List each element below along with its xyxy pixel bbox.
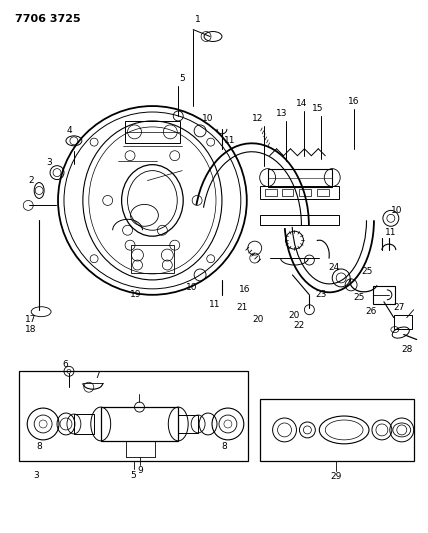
Text: 29: 29 xyxy=(330,472,342,481)
Bar xyxy=(260,399,414,461)
Text: 2: 2 xyxy=(28,176,34,185)
Bar xyxy=(74,414,94,434)
Text: 20: 20 xyxy=(252,315,263,324)
Text: 14: 14 xyxy=(296,99,307,108)
Text: 11: 11 xyxy=(385,228,397,237)
Bar xyxy=(394,314,412,328)
Text: 9: 9 xyxy=(138,466,143,475)
Text: 3: 3 xyxy=(46,158,52,167)
Text: 11: 11 xyxy=(209,300,221,309)
Text: 15: 15 xyxy=(312,103,323,112)
Text: 7: 7 xyxy=(94,371,100,380)
Bar xyxy=(131,245,174,273)
Text: 13: 13 xyxy=(276,109,287,117)
Text: 12: 12 xyxy=(252,115,263,124)
Text: 27: 27 xyxy=(393,303,404,312)
Text: 22: 22 xyxy=(294,321,305,330)
Text: 25: 25 xyxy=(354,293,365,302)
Text: 10: 10 xyxy=(186,284,198,293)
Text: 1: 1 xyxy=(195,15,201,24)
Text: 3: 3 xyxy=(33,471,39,480)
Bar xyxy=(260,185,339,199)
Bar xyxy=(265,189,276,197)
Bar xyxy=(317,189,329,197)
Text: 8: 8 xyxy=(36,442,42,451)
Text: 21: 21 xyxy=(236,303,247,312)
Text: 8: 8 xyxy=(221,442,227,451)
Text: 24: 24 xyxy=(329,263,340,272)
Bar xyxy=(282,189,294,197)
Text: 25: 25 xyxy=(361,268,373,277)
Bar xyxy=(101,407,178,441)
Bar xyxy=(19,372,248,461)
Bar xyxy=(178,415,198,433)
Text: 20: 20 xyxy=(289,311,300,320)
Bar xyxy=(373,286,395,304)
Text: 10: 10 xyxy=(202,115,214,124)
Text: 17: 17 xyxy=(25,315,37,324)
Text: 6: 6 xyxy=(62,360,68,369)
Text: 28: 28 xyxy=(401,345,413,354)
Bar xyxy=(125,121,180,143)
Bar xyxy=(260,215,339,225)
Bar xyxy=(300,189,311,197)
Text: 23: 23 xyxy=(315,290,327,300)
Text: 19: 19 xyxy=(130,290,141,300)
Text: 4: 4 xyxy=(66,126,72,135)
Text: 16: 16 xyxy=(348,96,360,106)
Text: 18: 18 xyxy=(25,325,37,334)
Text: 11: 11 xyxy=(224,136,236,146)
Text: 7706 3725: 7706 3725 xyxy=(15,14,81,23)
Text: 10: 10 xyxy=(391,206,403,215)
Text: 26: 26 xyxy=(365,307,377,316)
Text: 16: 16 xyxy=(239,285,250,294)
Text: 5: 5 xyxy=(179,74,185,83)
Bar xyxy=(268,168,332,187)
Text: 5: 5 xyxy=(131,471,137,480)
